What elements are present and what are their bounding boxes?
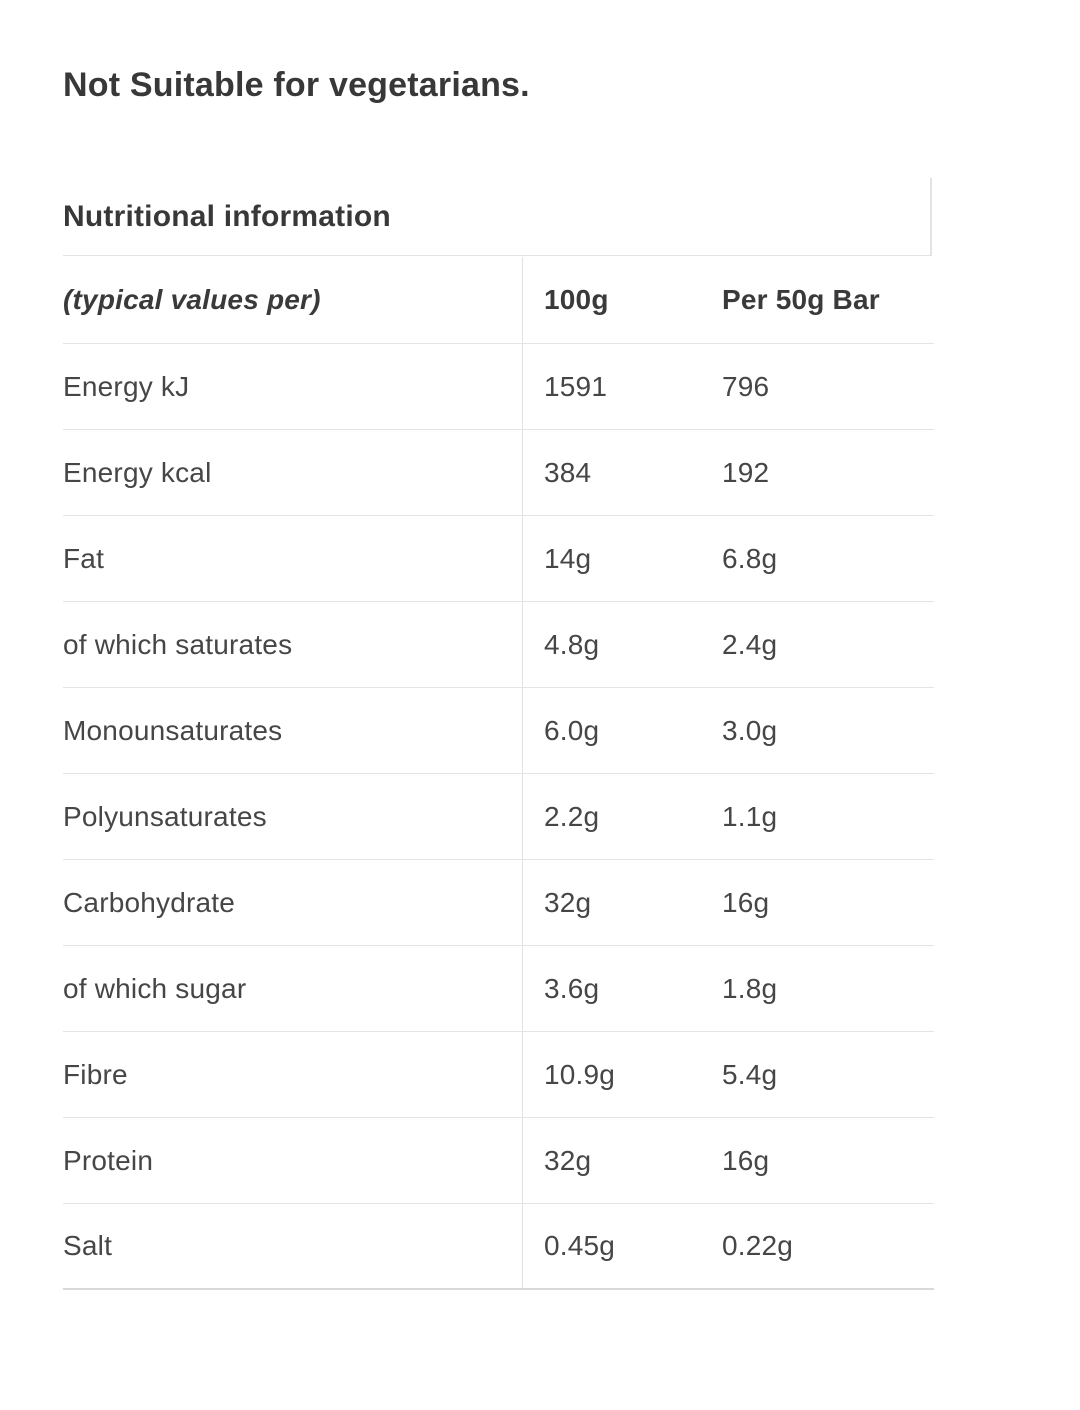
table-row-carbohydrate: Carbohydrate 32g 16g [63,860,934,946]
table-row-energy-kcal: Energy kcal 384 192 [63,430,934,516]
row-label: Fat [63,516,522,602]
row-value-50g: 2.4g [702,602,934,688]
row-label: Protein [63,1118,522,1204]
row-value-100g: 32g [522,860,702,946]
row-value-100g: 32g [522,1118,702,1204]
header-typical-values: (typical values per) [63,257,522,344]
nutrition-table: (typical values per) 100g Per 50g Bar En… [63,257,934,1290]
row-value-100g: 14g [522,516,702,602]
table-row-fibre: Fibre 10.9g 5.4g [63,1032,934,1118]
row-value-100g: 0.45g [522,1204,702,1290]
dietary-suitability-note: Not Suitable for vegetarians. [63,66,530,104]
row-value-50g: 1.8g [702,946,934,1032]
row-value-100g: 4.8g [522,602,702,688]
table-row-protein: Protein 32g 16g [63,1118,934,1204]
row-label: of which sugar [63,946,522,1032]
row-label: Energy kcal [63,430,522,516]
row-value-50g: 192 [702,430,934,516]
row-value-50g: 0.22g [702,1204,934,1290]
table-row-monounsaturates: Monounsaturates 6.0g 3.0g [63,688,934,774]
row-value-50g: 6.8g [702,516,934,602]
row-label: Carbohydrate [63,860,522,946]
table-row-sugar: of which sugar 3.6g 1.8g [63,946,934,1032]
row-label: Monounsaturates [63,688,522,774]
row-label: Fibre [63,1032,522,1118]
table-row-energy-kj: Energy kJ 1591 796 [63,344,934,430]
nutrition-section-header: Nutritional information [63,178,932,256]
table-row-salt: Salt 0.45g 0.22g [63,1204,934,1290]
row-value-50g: 5.4g [702,1032,934,1118]
row-value-100g: 10.9g [522,1032,702,1118]
table-row-polyunsaturates: Polyunsaturates 2.2g 1.1g [63,774,934,860]
row-value-50g: 1.1g [702,774,934,860]
row-label: Polyunsaturates [63,774,522,860]
nutrition-section-title: Nutritional information [63,199,391,233]
table-row-saturates: of which saturates 4.8g 2.4g [63,602,934,688]
header-per-100g: 100g [522,257,702,344]
row-value-50g: 3.0g [702,688,934,774]
row-value-100g: 6.0g [522,688,702,774]
row-value-100g: 3.6g [522,946,702,1032]
row-value-100g: 1591 [522,344,702,430]
row-value-50g: 16g [702,1118,934,1204]
row-value-50g: 796 [702,344,934,430]
row-value-100g: 2.2g [522,774,702,860]
header-per-50g-bar: Per 50g Bar [702,257,934,344]
row-label: Energy kJ [63,344,522,430]
row-value-50g: 16g [702,860,934,946]
row-label: Salt [63,1204,522,1290]
row-value-100g: 384 [522,430,702,516]
table-row-fat: Fat 14g 6.8g [63,516,934,602]
row-label: of which saturates [63,602,522,688]
table-header-row: (typical values per) 100g Per 50g Bar [63,257,934,344]
